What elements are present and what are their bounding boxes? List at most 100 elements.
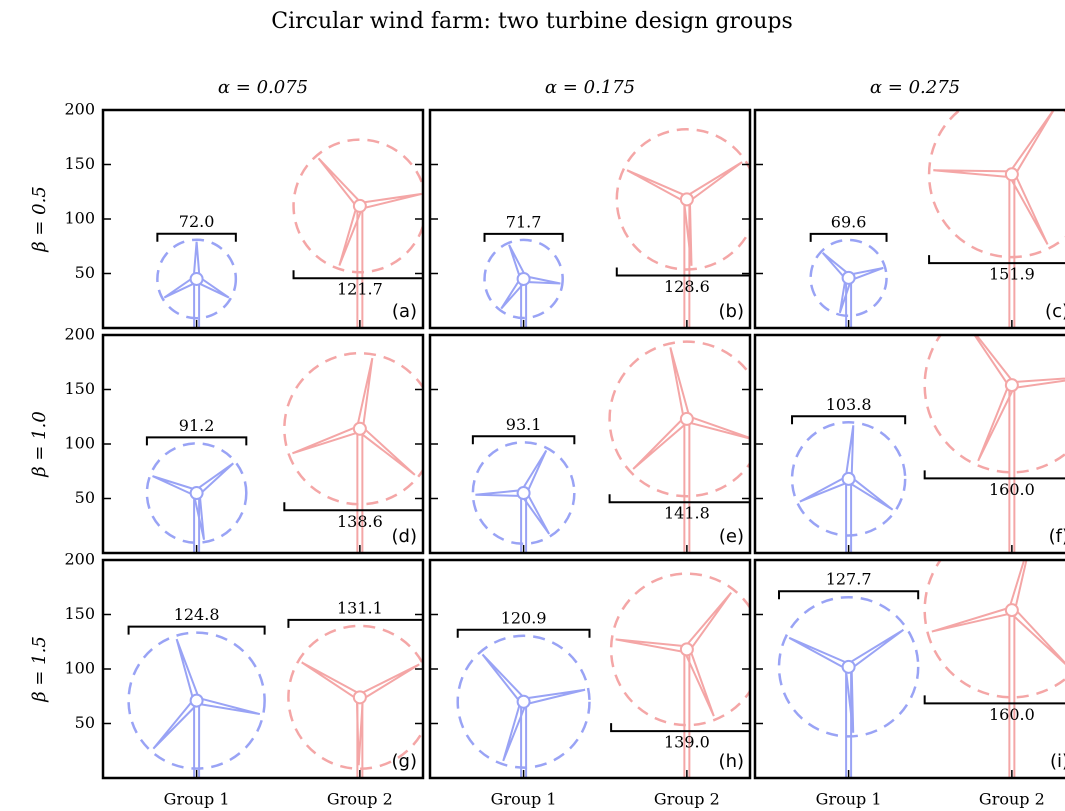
row-title: β = 0.5 <box>29 186 50 253</box>
column-title: α = 0.275 <box>870 77 960 98</box>
blade <box>933 170 1012 177</box>
page: {"title": "Circular wind farm: two turbi… <box>0 0 1065 811</box>
diameter-bracket <box>284 502 435 510</box>
panel-label: (f) <box>1049 526 1065 547</box>
hub <box>1006 379 1018 391</box>
diameter-label: 71.7 <box>506 212 542 231</box>
blade <box>616 639 688 652</box>
panel-label: (c) <box>1045 301 1065 322</box>
diameter-label: 120.9 <box>501 608 547 627</box>
diameter-label: 121.7 <box>337 280 383 299</box>
hub <box>843 473 855 485</box>
hub <box>518 696 530 708</box>
y-tick-label: 150 <box>64 154 95 173</box>
blade <box>670 347 689 419</box>
blade <box>789 638 850 670</box>
x-tick-label: Group 2 <box>979 790 1045 809</box>
row-title: β = 1.5 <box>29 636 50 703</box>
panel: 69.6 151.9 <box>811 92 1065 328</box>
diameter-label: 69.6 <box>831 212 867 231</box>
blade <box>153 699 198 749</box>
y-tick-label: 50 <box>75 713 95 732</box>
hub <box>1006 168 1018 180</box>
panel-label: (a) <box>392 301 417 322</box>
row-title: β = 1.0 <box>29 411 50 478</box>
y-tick-label: 150 <box>64 379 95 398</box>
y-tick-label: 100 <box>64 659 95 678</box>
blade <box>177 639 200 701</box>
blade <box>685 593 732 652</box>
blade <box>196 698 260 714</box>
panel: 120.9 139.0 <box>458 574 763 778</box>
y-tick-label: 200 <box>64 550 95 569</box>
blade <box>685 162 742 202</box>
diameter-bracket <box>611 723 763 731</box>
diameter-label: 138.6 <box>337 512 383 531</box>
y-tick-label: 100 <box>64 209 95 228</box>
blade <box>1012 376 1065 388</box>
hub <box>681 193 693 205</box>
x-tick-label: Group 2 <box>654 790 720 809</box>
diameter-bracket <box>147 437 246 445</box>
hub <box>191 487 203 499</box>
diameter-label: 160.0 <box>989 480 1035 499</box>
blade <box>846 425 854 479</box>
panel-label: (e) <box>719 526 744 547</box>
panel: 72.0 121.7 <box>157 140 426 328</box>
diameter-bracket <box>288 620 431 628</box>
hub <box>354 691 366 703</box>
diameter-label: 72.0 <box>179 212 215 231</box>
hub <box>354 423 366 435</box>
panel-label: (i) <box>1050 751 1065 772</box>
panel-frame <box>103 560 423 778</box>
y-tick-label: 50 <box>75 263 95 282</box>
hub <box>681 413 693 425</box>
diameter-bracket <box>473 436 574 444</box>
panel: 124.8 131.1 <box>129 598 432 778</box>
x-tick-label: Group 1 <box>816 790 882 809</box>
rotor-circle <box>925 523 1065 697</box>
diameter-label: 103.8 <box>826 395 872 414</box>
blade <box>627 170 688 202</box>
hub <box>681 643 693 655</box>
x-tick-label: Group 2 <box>327 790 393 809</box>
hub <box>843 272 855 284</box>
blade <box>1009 530 1033 611</box>
diameter-bracket <box>925 695 1065 703</box>
y-tick-label: 100 <box>64 434 95 453</box>
diameter-bracket <box>129 627 265 635</box>
blade <box>633 417 689 469</box>
blade <box>475 490 523 496</box>
blade <box>1009 108 1054 176</box>
blade <box>1010 608 1065 669</box>
panel-label: (b) <box>719 301 744 322</box>
x-tick-label: Group 1 <box>164 790 230 809</box>
diameter-label: 124.8 <box>174 605 220 624</box>
diameter-label: 139.0 <box>664 733 710 752</box>
y-tick-label: 200 <box>64 100 95 119</box>
panel: 91.2 138.6 <box>147 353 436 553</box>
column-title: α = 0.075 <box>218 77 308 98</box>
diameter-label: 131.1 <box>337 598 383 617</box>
figure-title: Circular wind farm: two turbine design g… <box>271 9 793 34</box>
diameter-label: 151.9 <box>989 265 1035 284</box>
y-tick-label: 200 <box>64 325 95 344</box>
blade <box>932 607 1013 631</box>
column-title: α = 0.175 <box>545 77 635 98</box>
figure: Circular wind farm: two turbine design g… <box>0 0 1065 811</box>
diameter-label: 91.2 <box>179 416 215 435</box>
blade <box>686 416 757 440</box>
hub <box>191 273 203 285</box>
blade <box>358 664 419 700</box>
y-tick-label: 50 <box>75 488 95 507</box>
panel-label: (h) <box>719 751 744 772</box>
blade <box>503 701 526 761</box>
hub <box>191 695 203 707</box>
panel-frame <box>755 110 1065 328</box>
diameter-bracket <box>925 470 1065 478</box>
diameter-label: 160.0 <box>989 705 1035 724</box>
blade <box>359 194 421 209</box>
panel-frame <box>755 335 1065 553</box>
blade <box>523 690 585 705</box>
